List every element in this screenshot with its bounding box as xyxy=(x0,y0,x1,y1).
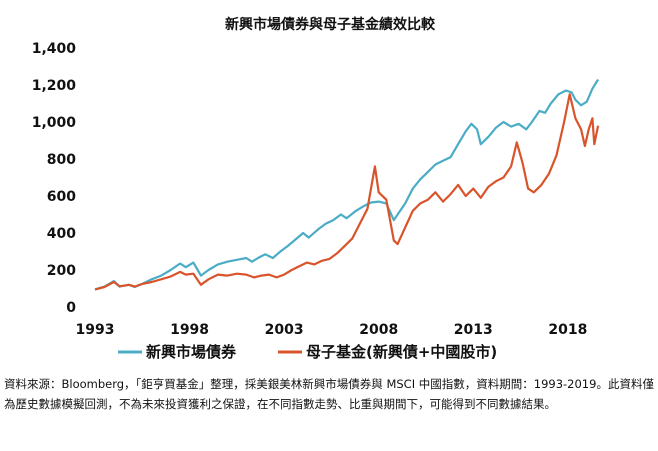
y-tick-label: 1,000 xyxy=(32,115,77,131)
source-note: 資料來源：Bloomberg，「鉅亨買基金」整理，採美銀美林新興市場債券與 MS… xyxy=(4,377,654,411)
x-tick-label: 2008 xyxy=(359,322,398,338)
series-line-emerging-bonds xyxy=(94,78,600,291)
y-tick-label: 1,200 xyxy=(32,78,77,94)
x-tick-label: 2013 xyxy=(454,322,493,338)
y-tick-label: 0 xyxy=(66,300,76,316)
legend-label: 新興市場債券 xyxy=(146,343,237,361)
y-tick-label: 600 xyxy=(47,189,76,205)
x-tick-label: 2003 xyxy=(265,322,304,338)
x-axis: 1993 1998 2003 2008 2013 2018 xyxy=(76,322,588,338)
chart: 新興市場債券與母子基金績效比較 0 200 400 600 800 1,000 1,200 1… xyxy=(32,16,600,361)
series-lines xyxy=(94,78,600,291)
x-tick-label: 1998 xyxy=(170,322,209,338)
y-tick-label: 400 xyxy=(47,226,76,242)
x-tick-label: 1993 xyxy=(76,322,115,338)
y-tick-label: 800 xyxy=(47,152,76,168)
legend: 新興市場債券 母子基金(新興債+中國股市) xyxy=(118,343,497,361)
y-tick-label: 1,400 xyxy=(32,41,77,57)
x-tick-label: 2018 xyxy=(548,322,587,338)
y-tick-label: 200 xyxy=(47,263,76,279)
legend-label: 母子基金(新興債+中國股市) xyxy=(306,343,497,361)
series-line-fund xyxy=(94,93,600,291)
chart-title: 新興市場債券與母子基金績效比較 xyxy=(225,16,436,33)
y-axis: 0 200 400 600 800 1,000 1,200 1,400 xyxy=(32,41,77,316)
